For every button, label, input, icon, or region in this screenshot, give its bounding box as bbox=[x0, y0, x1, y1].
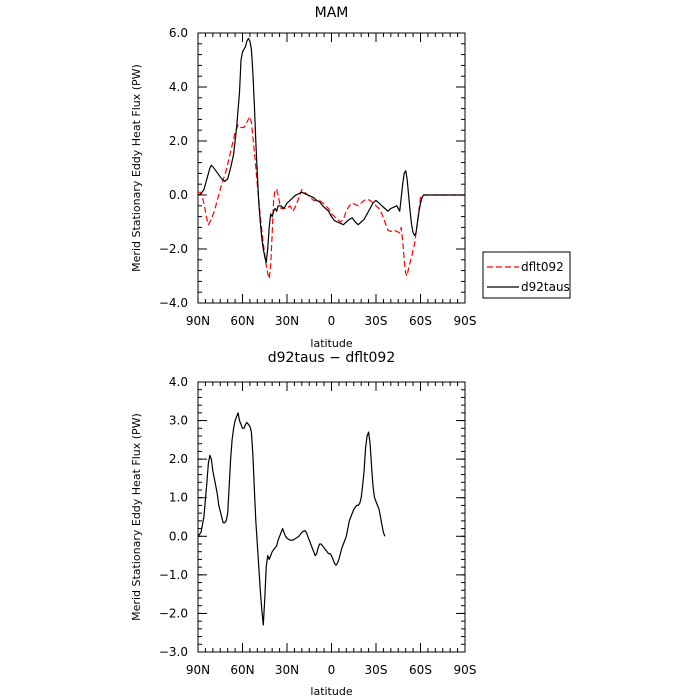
y-tick-label: 0.0 bbox=[169, 188, 188, 202]
y-tick-label: 2.0 bbox=[169, 452, 188, 466]
x-tick-label: 30N bbox=[275, 314, 299, 328]
x-tick-label: 60S bbox=[409, 314, 432, 328]
legend-label-d92taus: d92taus bbox=[521, 280, 570, 294]
series-line-dflt092 bbox=[198, 116, 465, 280]
y-tick-label: −2.0 bbox=[159, 606, 188, 620]
x-tick-label: 90S bbox=[454, 663, 477, 677]
x-tick-label: 90N bbox=[186, 314, 210, 328]
x-axis-label: latitude bbox=[310, 685, 352, 698]
y-tick-label: 4.0 bbox=[169, 80, 188, 94]
x-tick-label: 0 bbox=[328, 663, 336, 677]
legend-label-dflt092: dflt092 bbox=[521, 260, 564, 274]
x-tick-label: 60N bbox=[230, 314, 254, 328]
x-tick-label: 60S bbox=[409, 663, 432, 677]
y-tick-label: 4.0 bbox=[169, 375, 188, 389]
chart-title: MAM bbox=[315, 5, 349, 21]
y-tick-label: 6.0 bbox=[169, 26, 188, 40]
y-axis-label: Merid Stationary Eddy Heat Flux (PW) bbox=[130, 64, 143, 272]
x-tick-label: 30N bbox=[275, 663, 299, 677]
chart-1: 90N 60N 30N 0 30S 60S 90S 6.0 4.0 2.0 0.0 −2.0 −4.0 M… bbox=[130, 5, 476, 350]
x-axis-label: latitude bbox=[310, 337, 352, 350]
y-axis-label: Merid Stationary Eddy Heat Flux (PW) bbox=[130, 413, 143, 621]
x-tick-label: 30S bbox=[365, 314, 388, 328]
x-tick-label: 90S bbox=[454, 314, 477, 328]
chart-2: 90N 60N 30N 0 30S 60S 90S 4.0 3.0 2.0 1.0 0.0 −1.0 −2… bbox=[130, 350, 476, 698]
y-tick-label: −3.0 bbox=[159, 645, 188, 659]
legend: dflt092 d92taus bbox=[482, 251, 571, 299]
plot-frame bbox=[197, 32, 466, 304]
y-tick-label: 1.0 bbox=[169, 491, 188, 505]
y-tick-label: 0.0 bbox=[169, 529, 188, 543]
series-line-d92taus bbox=[197, 37, 465, 264]
y-tick-label: −2.0 bbox=[159, 242, 188, 256]
chart-title: d92taus − dflt092 bbox=[268, 350, 395, 366]
y-tick-label: 2.0 bbox=[169, 134, 188, 148]
minor-ticks bbox=[197, 381, 466, 653]
x-tick-label: 0 bbox=[328, 314, 336, 328]
x-tick-label: 60N bbox=[230, 663, 254, 677]
x-tick-label: 30S bbox=[365, 663, 388, 677]
y-tick-label: −4.0 bbox=[159, 296, 188, 310]
x-tick-label: 90N bbox=[186, 663, 210, 677]
legend-box bbox=[482, 251, 571, 299]
y-tick-label: −1.0 bbox=[159, 568, 188, 582]
y-tick-label: 3.0 bbox=[169, 414, 188, 428]
minor-ticks bbox=[197, 32, 466, 304]
plot-frame bbox=[197, 381, 466, 653]
series-line-difference bbox=[197, 412, 386, 626]
